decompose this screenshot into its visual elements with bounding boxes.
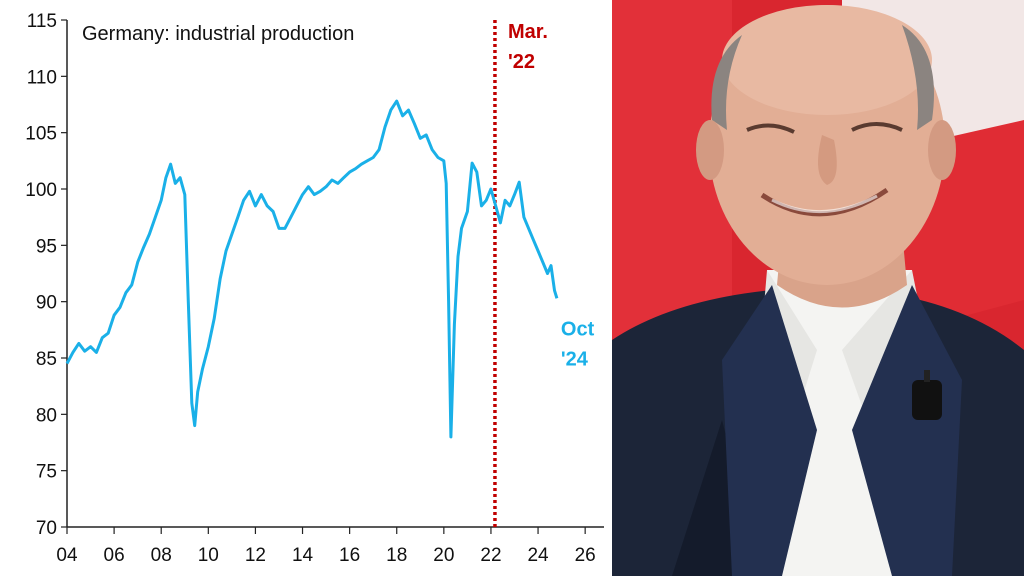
x-tick-label: 08 xyxy=(151,545,172,566)
x-tick-label: 14 xyxy=(292,545,314,566)
y-tick-label: 75 xyxy=(36,462,57,483)
y-tick-label: 80 xyxy=(36,405,57,426)
y-tick-label: 115 xyxy=(27,11,57,32)
portrait-photo xyxy=(612,0,1024,576)
y-tick-label: 105 xyxy=(25,124,57,145)
x-tick-label: 06 xyxy=(104,545,125,566)
x-tick-label: 04 xyxy=(56,545,78,566)
portrait-illustration xyxy=(612,0,1024,576)
y-tick-label: 95 xyxy=(36,236,57,257)
axes: 70 75 80 85 90 95 100 105 110 115 04 06 08 10 12 14 16 18… xyxy=(25,11,604,566)
x-tick-label: 16 xyxy=(339,545,360,566)
series-layer xyxy=(65,99,559,439)
march-22-label: '22 xyxy=(508,51,535,73)
x-tick-label: 22 xyxy=(480,545,501,566)
chart-panel: Germany: industrial production 70 75 80 85 9… xyxy=(25,11,604,566)
y-tick-label: 110 xyxy=(27,67,57,88)
oct-24-label: '24 xyxy=(561,348,589,370)
oct-24-label: Oct xyxy=(561,318,595,340)
line-chart: Germany: industrial production 70 75 80 85 9… xyxy=(25,11,604,566)
march-22-label: Mar. xyxy=(508,21,548,43)
chart-title: Germany: industrial production xyxy=(82,23,354,45)
y-tick-label: 90 xyxy=(36,293,57,314)
x-tick-label: 24 xyxy=(527,545,549,566)
x-tick-label: 10 xyxy=(198,545,219,566)
y-tick-label: 85 xyxy=(36,349,57,370)
x-tick-label: 12 xyxy=(245,545,266,566)
x-tick-label: 18 xyxy=(386,545,407,566)
series-line xyxy=(65,99,559,439)
y-tick-label: 70 xyxy=(36,518,57,539)
x-tick-label: 26 xyxy=(575,545,596,566)
y-tick-label: 100 xyxy=(25,180,57,201)
x-tick-label: 20 xyxy=(433,545,454,566)
annotation-labels: Mar. '22 Oct '24 xyxy=(508,21,595,370)
